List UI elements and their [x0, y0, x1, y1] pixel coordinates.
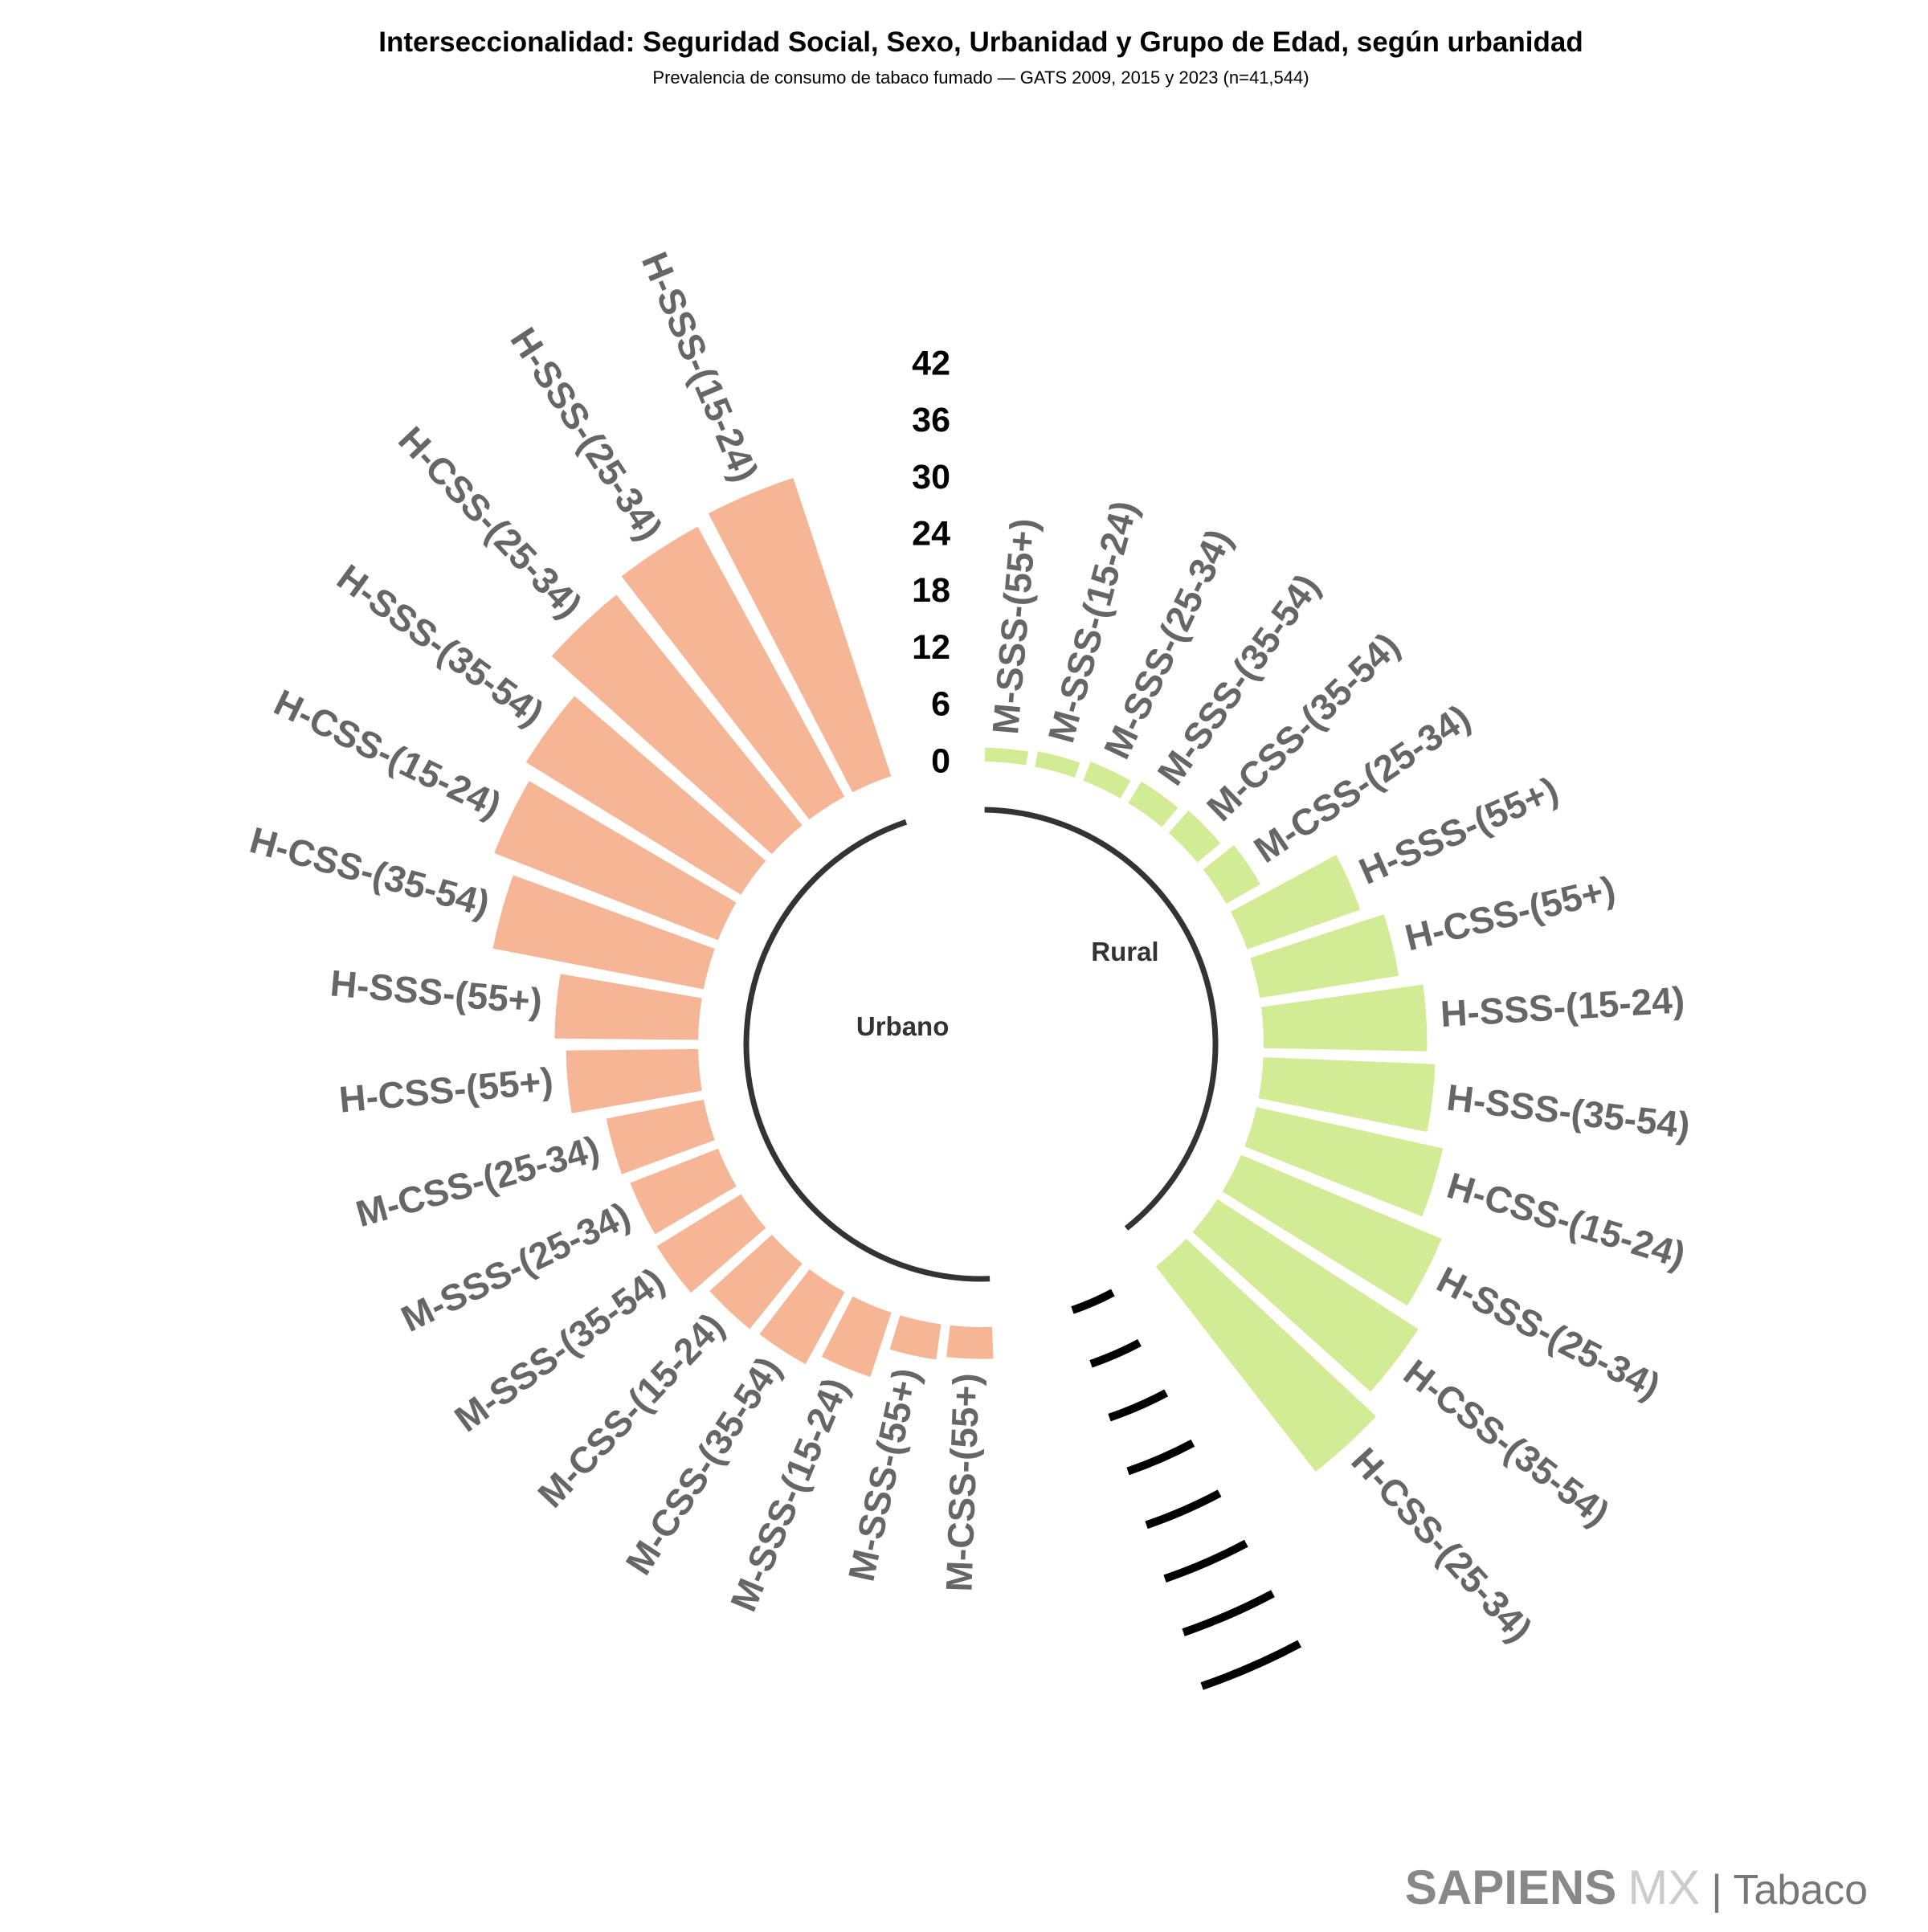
category-label: H-CSS-(15-24)	[1443, 1164, 1691, 1276]
category-label: M-CSS-(55+)	[937, 1372, 986, 1592]
category-label: H-CSS-(15-24)	[268, 681, 508, 827]
group-arc	[984, 807, 1219, 1231]
chart-subtitle: Prevalencia de consumo de tabaco fumado …	[652, 67, 1309, 88]
bar	[705, 1230, 807, 1334]
bar	[982, 744, 1032, 770]
logo: SAPIENS MX | Tabaco	[1405, 1861, 1868, 1914]
y-tick-label: 24	[912, 515, 950, 553]
bar	[1124, 777, 1183, 832]
bar	[602, 1096, 719, 1178]
y-tick-label: 12	[912, 628, 950, 667]
bar	[1240, 1103, 1447, 1221]
bar	[1164, 806, 1225, 868]
bar	[1226, 850, 1365, 954]
bar	[488, 871, 719, 994]
tick-arc	[1163, 1539, 1248, 1583]
bar	[885, 1311, 945, 1363]
tick-arc	[1108, 1389, 1169, 1422]
bar	[1257, 981, 1431, 1055]
category-label: H-SSS-(15-24)	[634, 246, 767, 488]
y-tick-label: 42	[912, 344, 950, 382]
y-tick-label: 18	[912, 571, 950, 610]
tick-arc	[1182, 1590, 1275, 1636]
bar	[490, 776, 741, 945]
group-label: Rural	[1091, 937, 1158, 966]
bar	[1031, 747, 1084, 782]
bar	[1079, 757, 1135, 803]
tick-arc	[1071, 1289, 1115, 1314]
bar	[754, 1264, 849, 1369]
category-label: H-SSS-(35-54)	[1444, 1076, 1692, 1147]
chart-title: Interseccionalidad: Seguridad Social, Se…	[378, 27, 1583, 58]
bar	[652, 1190, 770, 1297]
bar	[1151, 1234, 1381, 1477]
category-label: H-CSS-(35-54)	[246, 819, 494, 925]
bar	[547, 590, 807, 859]
bar	[1187, 1195, 1423, 1397]
category-label: M-SSS-(55+)	[840, 1364, 927, 1585]
tick-arc	[1089, 1339, 1142, 1368]
bar	[1218, 1150, 1446, 1310]
bar	[626, 1144, 741, 1239]
logo-name: SAPIENS	[1405, 1861, 1616, 1914]
category-label: H-CSS-(55+)	[337, 1060, 555, 1121]
y-tick-label: 6	[931, 685, 950, 724]
bar	[562, 1045, 706, 1117]
bar	[521, 691, 770, 900]
category-label: M-SSS-(55+)	[984, 517, 1044, 736]
category-label: H-CSS-(55+)	[1401, 868, 1620, 958]
category-label: H-SSS-(25-34)	[502, 320, 671, 547]
group-label: Urbano	[856, 1011, 950, 1041]
bar	[1246, 910, 1403, 1002]
logo-section: | Tabaco	[1711, 1867, 1868, 1914]
tick-arc	[1200, 1640, 1302, 1690]
bar	[942, 1321, 997, 1362]
logo-suffix: MX	[1628, 1861, 1700, 1914]
bar	[617, 522, 849, 824]
group-arc	[743, 819, 991, 1282]
category-label: H-SSS-(55+)	[329, 962, 544, 1023]
bar	[551, 970, 706, 1044]
bar	[1199, 840, 1265, 909]
category-label: H-SSS-(15-24)	[1440, 978, 1686, 1035]
tick-arc	[1145, 1489, 1222, 1530]
bar	[704, 473, 896, 797]
y-tick-label: 36	[912, 401, 950, 439]
bar	[817, 1292, 896, 1382]
tick-arc	[1126, 1439, 1195, 1476]
category-label: H-SSS-(35-54)	[329, 556, 551, 734]
y-tick-label: 30	[912, 458, 950, 496]
category-label: H-CSS-(25-34)	[390, 419, 590, 626]
y-tick-label: 0	[931, 741, 950, 780]
bar	[1254, 1053, 1439, 1136]
